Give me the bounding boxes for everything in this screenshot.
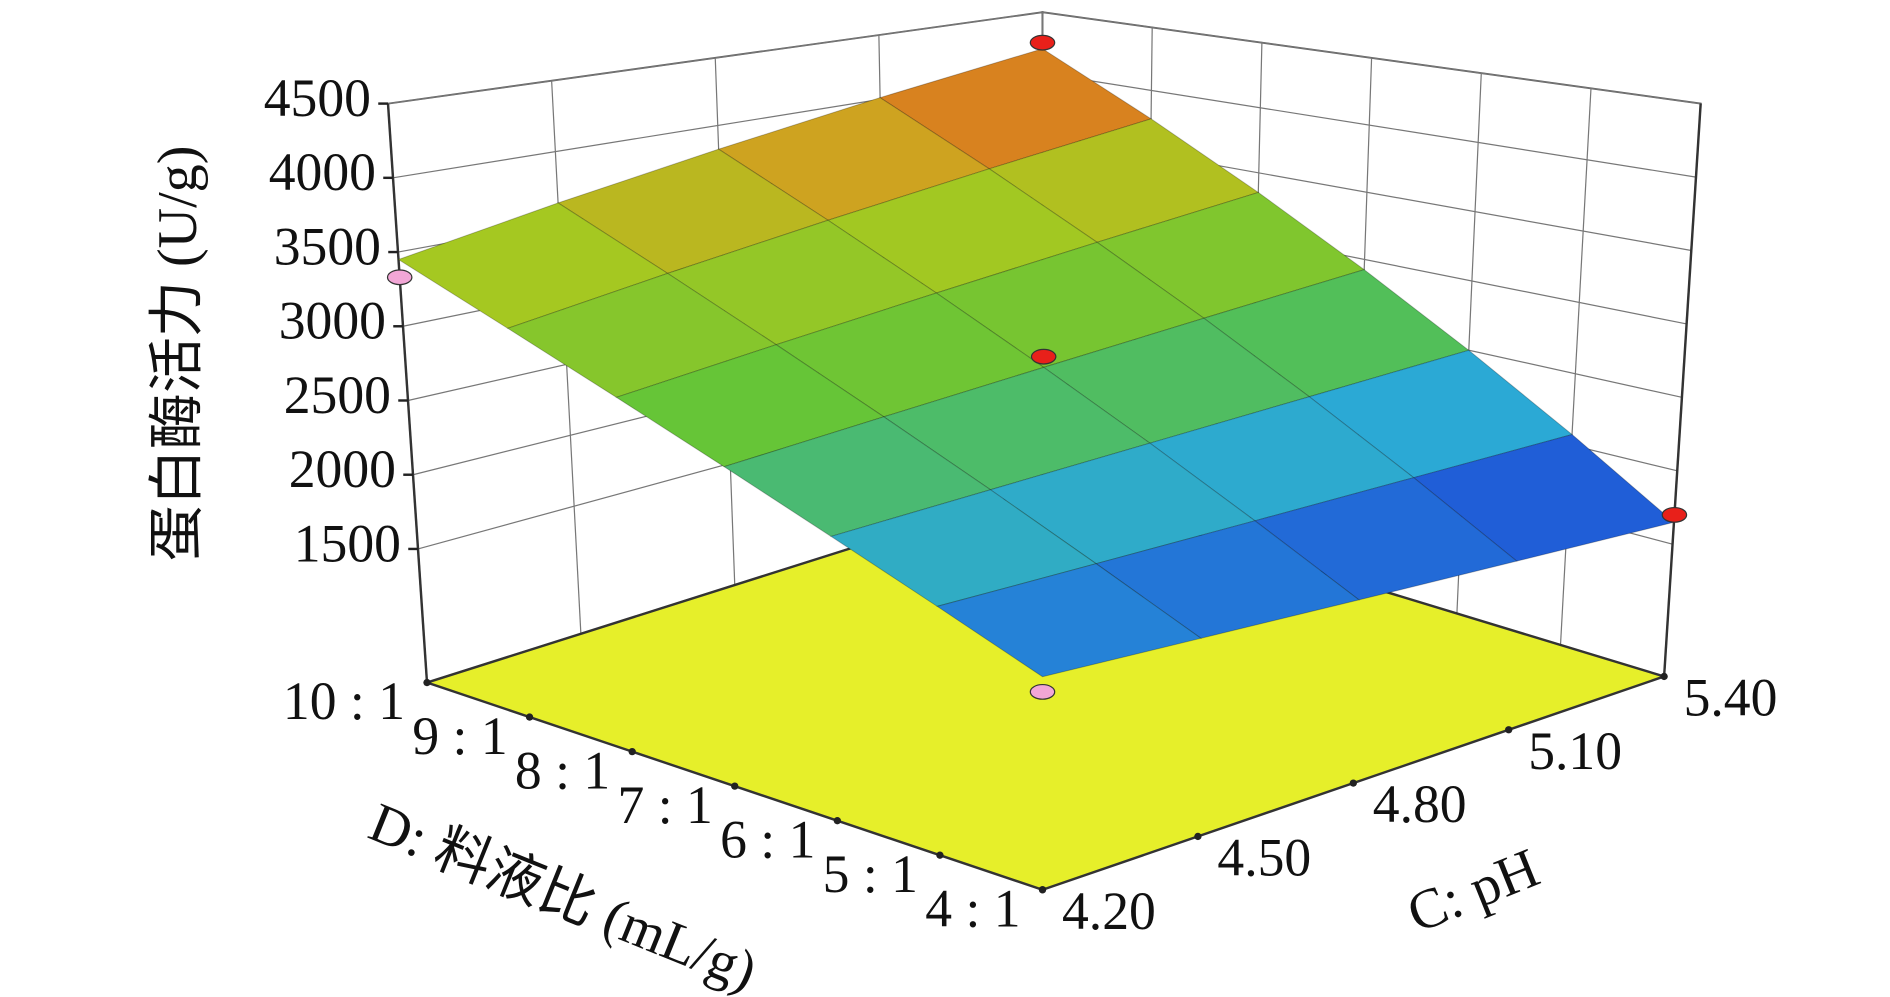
surface-cell	[1096, 191, 1366, 319]
surface-cell	[397, 202, 669, 329]
surface-cell	[506, 272, 778, 398]
z-tick-label: 2000	[289, 439, 396, 499]
design-point	[1030, 348, 1057, 365]
x-tick-label: 10 : 1	[283, 671, 405, 731]
tick-mark	[1349, 779, 1357, 787]
y-tick-label: 4.20	[1062, 881, 1156, 941]
surface-cell	[826, 168, 1099, 294]
z-tick-label: 4500	[264, 68, 371, 128]
tick-mark	[1505, 726, 1513, 734]
z-tick-label: 1500	[294, 513, 401, 573]
y-axis-title: C: pH	[1399, 837, 1548, 945]
design-point	[1029, 34, 1056, 51]
surface-cell	[775, 292, 1045, 418]
x-tick-label: 8 : 1	[515, 740, 610, 800]
tick-mark	[1660, 672, 1668, 681]
surface-cell	[1095, 520, 1361, 639]
z-tick-label: 2500	[284, 365, 391, 425]
x-tick-label: 6 : 1	[720, 809, 815, 869]
box-edge	[1662, 103, 1702, 677]
z-axis-title: 蛋白酶活力 (U/g)	[147, 146, 209, 562]
surface-cell	[936, 563, 1203, 678]
surface-cell	[1253, 477, 1518, 601]
design-point	[386, 269, 413, 286]
z-tick-label: 3000	[279, 291, 386, 351]
y-tick-label: 5.40	[1684, 668, 1778, 728]
design-point	[1661, 506, 1688, 523]
tick-mark	[1194, 832, 1202, 841]
tick-mark	[731, 782, 739, 790]
tick-mark	[628, 747, 636, 756]
y-tick-label: 4.50	[1217, 828, 1311, 888]
z-tick-label: 3500	[274, 216, 381, 276]
grid-line	[1559, 88, 1592, 645]
x-tick-label: 5 : 1	[823, 844, 918, 904]
surface-cell	[723, 416, 992, 537]
tick-mark	[423, 678, 431, 687]
design-point	[1029, 683, 1056, 700]
surface-cell	[829, 489, 1098, 607]
z-tick-label: 4000	[269, 142, 376, 202]
tick-mark	[833, 817, 841, 825]
surface-cell	[615, 344, 885, 468]
tick-mark	[1038, 886, 1047, 894]
x-tick-label: 9 : 1	[412, 706, 507, 766]
y-tick-label: 4.80	[1373, 774, 1467, 834]
tick-mark	[936, 851, 944, 859]
x-tick-label: 7 : 1	[618, 775, 713, 835]
box-edge	[386, 103, 429, 683]
tick-mark	[525, 713, 534, 721]
x-tick-label: 4 : 1	[925, 878, 1020, 938]
y-tick-label: 5.10	[1528, 721, 1622, 781]
